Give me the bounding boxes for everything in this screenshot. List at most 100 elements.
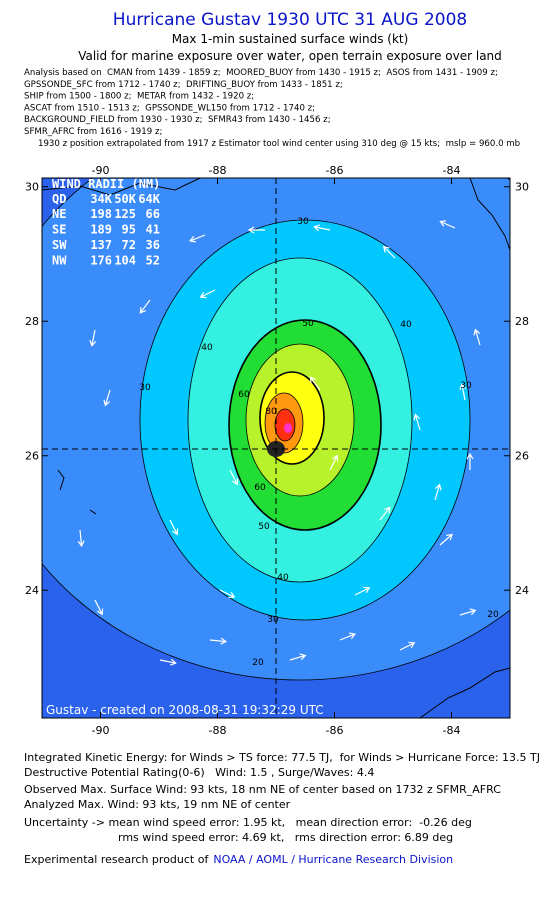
axes: -90 -90 -88 -88 -86 -86 -84 -84 24 24 26 26 28 28 30 30 xyxy=(25,164,529,737)
wind-radii-header: QD xyxy=(52,192,66,206)
wind-arrow xyxy=(169,519,179,536)
y-tick-label: 26 xyxy=(515,450,529,463)
wind-arrow xyxy=(159,658,177,666)
footer-line: Analyzed Max. Wind: 93 kts, 19 nm NE of … xyxy=(24,798,291,811)
map-credit: Gustav - created on 2008-08-31 19:32:29 … xyxy=(46,703,324,717)
contour-label: 20 xyxy=(487,610,499,620)
analysis-line: GPSSONDE_SFC from 1712 - 1740 z; DRIFTIN… xyxy=(24,80,343,90)
x-tick-label: -88 xyxy=(209,724,227,737)
x-tick-label: -84 xyxy=(443,164,461,177)
wind-radii-cell: 66 xyxy=(146,207,160,221)
wind-radii-header: 50K xyxy=(114,192,136,206)
contour-label: 80 xyxy=(265,407,277,417)
contour-label: 30 xyxy=(297,217,309,227)
analysis-line: ASCAT from 1510 - 1513 z; GPSSONDE_WL150… xyxy=(24,103,315,113)
wind-arrow xyxy=(309,376,321,391)
contour-labels: 30 40 30 50 40 30 60 80 60 50 40 30 20 20 xyxy=(139,217,499,668)
analysis-notes: Analysis based on CMAN from 1439 - 1859 … xyxy=(24,68,520,149)
y-tick-label: 28 xyxy=(515,315,529,328)
wind-radii-cell: SW xyxy=(52,238,67,252)
footer-line: Integrated Kinetic Energy: for Winds > T… xyxy=(24,751,540,764)
subtitle: Max 1-min sustained surface winds (kt) xyxy=(172,32,409,46)
x-tick-label: -86 xyxy=(326,724,344,737)
footer-line: Observed Max. Surface Wind: 93 kts, 18 n… xyxy=(24,783,501,796)
wind-radii-cell: NE xyxy=(52,207,66,221)
wind-arrow xyxy=(199,289,216,299)
wind-arrow xyxy=(466,452,474,470)
contour-label: 30 xyxy=(139,383,151,393)
max-wind xyxy=(284,423,292,433)
x-tick-label: -84 xyxy=(443,724,461,737)
footer-line: rms wind speed error: 4.69 kt, rms direc… xyxy=(118,831,453,844)
contour-label: 20 xyxy=(252,658,264,668)
contour-label: 50 xyxy=(258,522,270,532)
contour-label: 50 xyxy=(302,319,314,329)
wind-arrow xyxy=(313,224,331,232)
wind-arrow xyxy=(413,413,421,431)
analysis-line: SFMR_AFRC from 1616 - 1919 z; xyxy=(24,127,162,137)
x-tick-label: -90 xyxy=(92,164,110,177)
validity: Valid for marine exposure over water, op… xyxy=(78,49,502,63)
wind-arrow xyxy=(399,641,416,651)
wind-radii-title: WIND RADII (NM) xyxy=(52,177,160,191)
analysis-line: SHIP from 1500 - 1800 z; METAR from 1432… xyxy=(24,92,254,102)
wind-arrow xyxy=(89,329,97,347)
contour-label: 60 xyxy=(254,483,266,493)
y-tick-label: 30 xyxy=(515,181,529,194)
product-org: NOAA / AOML / Hurricane Research Divisio… xyxy=(213,853,453,866)
title: Hurricane Gustav 1930 UTC 31 AUG 2008 xyxy=(113,10,467,30)
wind-radii-cell: 41 xyxy=(146,223,160,237)
x-tick-label: -90 xyxy=(92,724,110,737)
wind-arrow xyxy=(247,226,265,234)
wind-radii-cell: 189 xyxy=(90,223,112,237)
wind-radii-cell: 72 xyxy=(122,238,136,252)
wind-arrow xyxy=(354,586,371,596)
wind-arrow xyxy=(139,299,151,314)
y-tick-label: 24 xyxy=(515,584,529,597)
wind-arrow xyxy=(219,589,236,599)
wind-arrow xyxy=(339,632,356,641)
wind-radii-cell: 52 xyxy=(146,254,160,268)
product-prefix: Experimental research product of xyxy=(24,853,209,866)
wind-arrow xyxy=(94,599,104,616)
wind-radii-cell: 198 xyxy=(90,207,112,221)
analysis-line: Analysis based on CMAN from 1439 - 1859 … xyxy=(24,68,498,78)
contour-label: 30 xyxy=(267,615,279,625)
analysis-line: BACKGROUND_FIELD from 1930 - 1930 z; SFM… xyxy=(24,115,331,125)
wind-radii-cell: 95 xyxy=(122,223,136,237)
y-tick-label: 30 xyxy=(25,181,39,194)
wind-radii-table: WIND RADII (NM)QD 34K 50K 64K NE 198 125 66 SE 18… xyxy=(52,177,161,268)
contour-label: 40 xyxy=(277,573,289,583)
x-tick-label: -88 xyxy=(209,164,227,177)
wind-arrow xyxy=(329,454,339,471)
footer: Integrated Kinetic Energy: for Winds > T… xyxy=(24,751,540,844)
wind-field xyxy=(42,178,510,718)
wind-arrow xyxy=(473,328,481,346)
wind-radii-header: 34K xyxy=(90,192,112,206)
contour-label: 60 xyxy=(238,390,250,400)
wind-arrow xyxy=(434,483,442,501)
wind-arrow xyxy=(439,533,453,546)
wind-radii-header: 64K xyxy=(138,192,160,206)
wind-arrow xyxy=(189,234,206,243)
wind-arrow xyxy=(229,469,239,486)
map-frame xyxy=(41,177,511,719)
y-tick-label: 28 xyxy=(25,315,39,328)
wind-arrow xyxy=(459,383,467,401)
coastline xyxy=(42,178,510,718)
contour-label: 40 xyxy=(201,343,213,353)
analysis-line: 1930 z position extrapolated from 1917 z… xyxy=(38,139,520,149)
contour-label: 40 xyxy=(400,320,412,330)
wind-arrow xyxy=(77,529,85,548)
x-tick-label: -86 xyxy=(326,164,344,177)
y-tick-label: 24 xyxy=(25,584,39,597)
wind-radii-cell: 176 xyxy=(90,254,112,268)
wind-arrow xyxy=(103,389,111,407)
wind-radii-cell: NW xyxy=(52,254,67,268)
wind-radii-cell: 104 xyxy=(114,254,136,268)
contour-label: 30 xyxy=(460,381,472,391)
wind-arrow xyxy=(209,637,228,645)
wind-radii-cell: SE xyxy=(52,223,66,237)
